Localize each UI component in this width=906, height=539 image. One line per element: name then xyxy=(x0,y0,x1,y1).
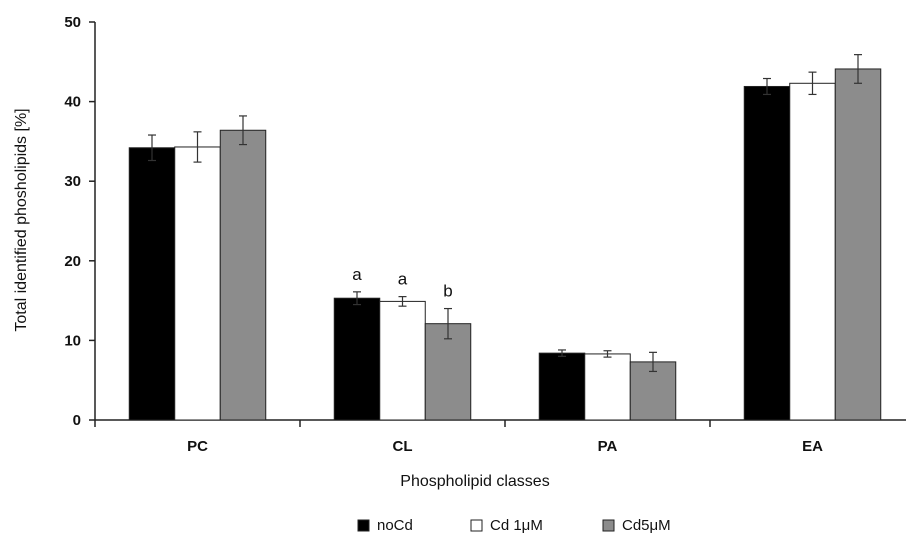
legend: noCd Cd 1μM Cd5μM xyxy=(357,517,671,534)
significance-label: a xyxy=(352,265,362,284)
significance-label: b xyxy=(443,282,452,301)
bar-pa-1 xyxy=(584,353,631,421)
bar-pa-0 xyxy=(538,352,586,421)
bar-ea-2 xyxy=(834,68,882,421)
bar-pc-0 xyxy=(128,147,176,421)
y-tick-label: 20 xyxy=(64,253,81,270)
legend-swatch xyxy=(357,519,370,532)
y-tick-label: 40 xyxy=(64,94,81,111)
bar-cl-0 xyxy=(333,297,381,421)
significance-label: a xyxy=(398,270,408,289)
legend-swatch xyxy=(470,519,483,532)
legend-label: Cd5μM xyxy=(622,517,671,534)
y-tick-label: 50 xyxy=(64,14,81,31)
x-tick-label: CL xyxy=(393,438,413,455)
y-tick-label: 10 xyxy=(64,332,81,349)
x-axis-title: Phospholipid classes xyxy=(400,473,549,490)
bar-pa-2 xyxy=(629,361,677,421)
bar-pc-1 xyxy=(174,146,221,421)
bar-pc-2 xyxy=(219,129,267,421)
x-tick-label: PC xyxy=(187,438,208,455)
legend-label: Cd 1μM xyxy=(490,517,543,534)
y-tick-label: 30 xyxy=(64,173,81,190)
y-tick-label: 0 xyxy=(73,412,81,429)
plot-area: 0 10 20 30 40 50 PC a a b CL PA EA xyxy=(64,14,906,455)
bar-ea-1 xyxy=(789,82,836,421)
legend-label: noCd xyxy=(377,517,413,534)
y-axis-title: Total identified phosholipids [%] xyxy=(13,108,30,331)
legend-swatch xyxy=(602,519,615,532)
bar-cl-2 xyxy=(424,323,472,421)
x-tick-label: EA xyxy=(802,438,823,455)
bar-cl-1 xyxy=(379,300,426,421)
x-tick-label: PA xyxy=(598,438,618,455)
bar-ea-0 xyxy=(743,85,791,421)
